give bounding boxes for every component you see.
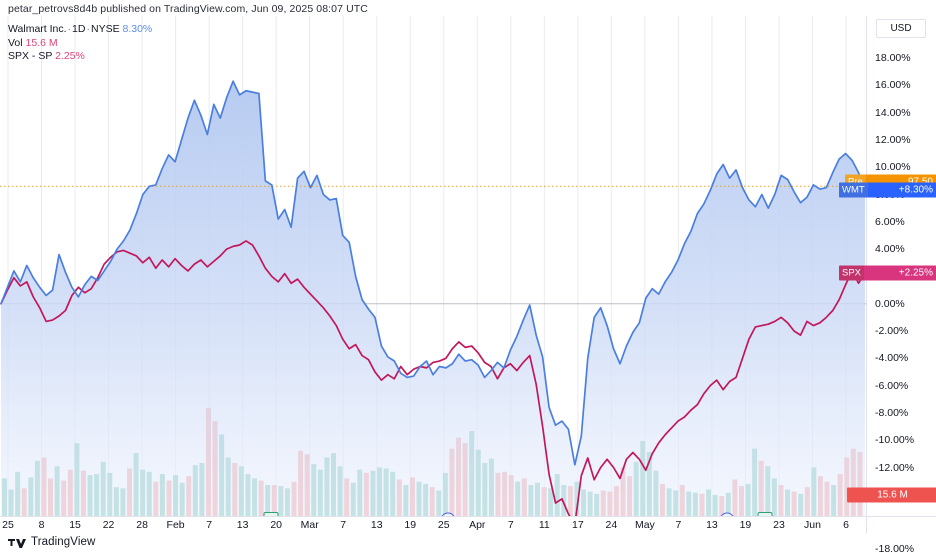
- price-axis[interactable]: USD 18.00%16.00%14.00%12.00%10.00%8.00%6…: [839, 16, 936, 555]
- time-tick-17: 17: [571, 519, 584, 531]
- time-tick-24: Jun: [804, 519, 821, 531]
- price-tick-4: 10.00%: [875, 161, 911, 174]
- tradingview-logo-icon: [8, 538, 26, 548]
- chart-frame: EDDE⚡ Walmart Inc.·1D·NYSE 8.30% Vol 15.…: [0, 16, 936, 555]
- time-tick-4: 28: [136, 519, 148, 531]
- price-tick-12: -6.00%: [875, 379, 909, 392]
- time-tick-12: 19: [404, 519, 417, 531]
- volume-badge-value: 15.6 M: [847, 487, 936, 503]
- spx-line: [0, 240, 866, 516]
- price-tick-2: 14.00%: [875, 106, 911, 119]
- price-tick-0: 18.00%: [875, 52, 911, 64]
- spx-badge-value: +2.25%: [864, 265, 936, 281]
- price-tick-15: -12.00%: [875, 461, 915, 474]
- wmt-area-fill: [1, 81, 865, 516]
- price-tick-9: 0.00%: [875, 297, 905, 310]
- attribution-text: petar_petrovs8d4b published on TradingVi…: [8, 3, 368, 15]
- time-tick-3: 22: [102, 519, 115, 531]
- time-axis[interactable]: 25 8 15 22 28 Feb 7 13 20 Mar 7 13 19 25 Apr 7 11 17 24 May…: [0, 516, 866, 533]
- wmt-price-badge[interactable]: WMT +8.30%: [839, 182, 936, 198]
- time-tick-0: 25: [2, 519, 14, 531]
- time-tick-13: 25: [437, 519, 450, 531]
- price-tick-14: -10.00%: [875, 434, 915, 447]
- price-tick-11: -4.00%: [875, 352, 909, 365]
- time-tick-11: 13: [370, 519, 383, 531]
- time-tick-8: 20: [270, 519, 282, 531]
- price-tick-1: 16.00%: [875, 79, 911, 92]
- time-tick-7: 13: [236, 519, 249, 531]
- price-tick-6: 6.00%: [875, 215, 905, 228]
- time-tick-20: 7: [675, 519, 682, 531]
- time-tick-5: Feb: [166, 519, 185, 531]
- wmt-series-line: [0, 80, 866, 466]
- earnings-marker-feb[interactable]: E: [263, 512, 279, 516]
- volume-badge[interactable]: 15.6 M: [847, 487, 936, 503]
- wmt-line: [0, 80, 866, 466]
- time-tick-25: 6: [843, 519, 849, 531]
- spx-price-badge[interactable]: SPX +2.25%: [839, 265, 936, 281]
- price-tick-18: -18.00%: [875, 543, 915, 555]
- time-tick-19: May: [634, 519, 655, 531]
- time-tick-23: 23: [773, 519, 785, 531]
- time-tick-22: 19: [739, 519, 752, 531]
- wmt-badge-value: +8.30%: [867, 182, 936, 198]
- time-tick-6: 7: [206, 519, 213, 531]
- time-tick-16: 11: [538, 519, 550, 531]
- price-tick-7: 4.00%: [875, 243, 905, 256]
- time-tick-18: 24: [605, 519, 618, 531]
- spx-badge-tag: SPX: [839, 265, 865, 281]
- time-tick-2: 15: [69, 519, 81, 531]
- time-tick-1: 8: [38, 519, 45, 531]
- time-tick-21: 13: [706, 519, 718, 531]
- tradingview-wordmark: TradingView: [31, 536, 96, 548]
- wmt-badge-tag: WMT: [839, 182, 868, 198]
- time-tick-14: Apr: [469, 519, 486, 531]
- price-tick-10: -2.00%: [875, 325, 909, 337]
- plot-area[interactable]: EDDE⚡: [0, 16, 866, 516]
- currency-selector[interactable]: USD: [876, 19, 926, 38]
- price-tick-13: -8.00%: [875, 406, 909, 419]
- spx-series-line: [0, 240, 866, 516]
- price-tick-3: 12.00%: [875, 133, 911, 146]
- axis-corner: [866, 516, 936, 533]
- time-tick-15: 7: [507, 519, 514, 531]
- time-tick-9: Mar: [300, 519, 319, 531]
- price-chart-svg: [0, 16, 866, 516]
- wmt-area: [1, 81, 865, 516]
- tradingview-footer: TradingView: [8, 536, 95, 548]
- earnings-marker-may[interactable]: E: [757, 512, 773, 516]
- time-tick-10: 7: [340, 519, 347, 531]
